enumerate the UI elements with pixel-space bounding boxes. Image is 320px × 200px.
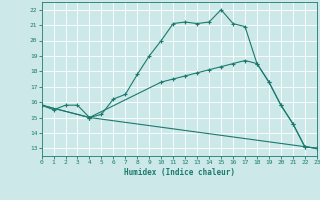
X-axis label: Humidex (Indice chaleur): Humidex (Indice chaleur) [124,168,235,177]
